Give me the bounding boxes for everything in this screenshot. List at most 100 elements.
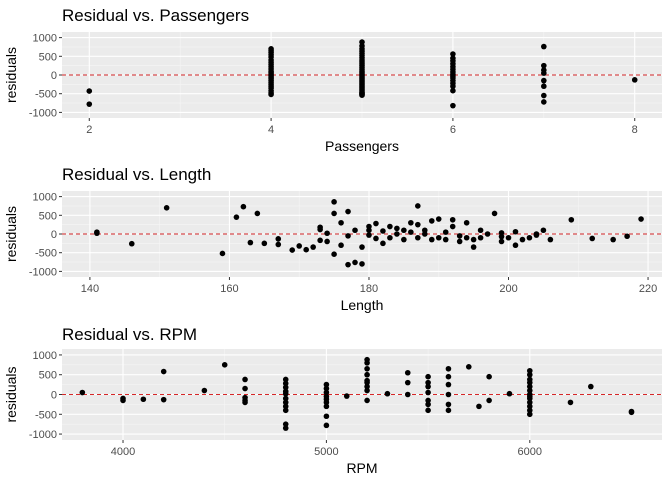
data-point xyxy=(242,399,248,406)
data-point xyxy=(505,234,512,241)
data-point xyxy=(323,399,330,406)
data-point xyxy=(94,230,100,237)
x-axis-title: Passengers xyxy=(325,138,399,154)
data-point xyxy=(506,390,513,397)
data-point xyxy=(435,216,442,222)
data-point xyxy=(323,413,330,420)
data-point xyxy=(526,371,533,378)
data-point xyxy=(401,236,407,243)
x-tick-label: 5000 xyxy=(314,446,338,458)
data-point xyxy=(428,218,435,224)
data-point xyxy=(541,77,547,84)
data-point xyxy=(380,228,386,234)
data-point xyxy=(435,234,442,241)
data-point xyxy=(282,390,289,397)
data-point xyxy=(588,383,594,390)
data-point xyxy=(324,238,330,245)
data-point xyxy=(366,232,372,238)
data-point xyxy=(526,403,533,410)
data-point xyxy=(519,236,526,243)
data-point xyxy=(359,261,365,267)
data-point xyxy=(366,227,372,234)
data-point xyxy=(323,403,330,410)
data-point xyxy=(491,210,498,217)
data-point xyxy=(541,83,547,90)
data-point xyxy=(289,247,296,253)
data-point xyxy=(486,397,492,404)
data-point xyxy=(384,390,391,397)
data-point xyxy=(442,229,449,235)
data-point xyxy=(470,244,477,250)
data-point xyxy=(415,221,421,228)
data-point xyxy=(79,389,86,396)
data-point xyxy=(456,233,463,239)
data-point xyxy=(310,244,316,250)
data-point xyxy=(408,219,414,226)
data-point xyxy=(331,210,337,217)
data-point xyxy=(338,219,344,226)
data-point xyxy=(282,403,289,410)
data-point xyxy=(404,391,411,398)
data-point xyxy=(526,367,533,374)
data-point xyxy=(477,227,484,234)
data-point xyxy=(408,229,414,235)
data-point xyxy=(498,230,505,236)
data-point xyxy=(526,395,533,402)
x-tick-label: 6000 xyxy=(518,446,542,458)
data-point xyxy=(345,233,351,239)
data-point xyxy=(275,236,282,242)
y-tick-label: 500 xyxy=(39,51,57,63)
data-point xyxy=(470,236,477,243)
data-point xyxy=(624,233,630,240)
chart-title: Residual vs. Passengers xyxy=(62,6,249,25)
data-point xyxy=(163,205,170,211)
y-axis-title: residuals xyxy=(3,206,19,262)
data-point xyxy=(610,236,616,243)
data-point xyxy=(449,216,456,223)
y-tick-label: 500 xyxy=(39,370,57,382)
data-point xyxy=(445,365,452,372)
data-point xyxy=(445,381,452,388)
data-point xyxy=(463,234,470,241)
data-point xyxy=(526,411,533,418)
data-point xyxy=(425,401,431,408)
y-tick-label: -500 xyxy=(35,409,57,421)
data-point xyxy=(442,236,449,243)
data-point xyxy=(296,243,303,249)
data-point xyxy=(450,83,456,90)
data-point xyxy=(387,223,393,230)
x-axis-title: Length xyxy=(341,297,384,313)
data-point xyxy=(282,384,289,391)
data-point xyxy=(240,203,247,210)
data-point xyxy=(242,376,248,383)
data-point xyxy=(425,407,431,414)
y-tick-label: -1000 xyxy=(29,429,57,441)
data-point xyxy=(631,77,638,83)
data-point xyxy=(425,389,431,396)
data-point xyxy=(425,379,431,386)
x-axis-title: RPM xyxy=(346,460,377,476)
data-point xyxy=(533,232,540,238)
data-point xyxy=(261,240,268,247)
data-point xyxy=(401,227,407,234)
data-point xyxy=(380,240,386,247)
data-point xyxy=(526,234,533,241)
data-point xyxy=(219,250,226,257)
data-point xyxy=(445,391,452,398)
data-point xyxy=(317,237,323,244)
data-point xyxy=(233,214,240,220)
x-tick-label: 8 xyxy=(632,124,638,136)
data-point xyxy=(345,208,351,215)
data-point xyxy=(486,373,492,380)
chart-panel-1: 1000 500 0 -500 -1000 2 4 6 8 Residual vs. Passen… xyxy=(3,6,662,154)
data-point xyxy=(364,383,370,390)
data-point xyxy=(540,227,547,234)
y-axis-title: residuals xyxy=(3,366,19,422)
x-tick-label: 160 xyxy=(220,283,238,295)
data-point xyxy=(120,397,126,404)
data-point xyxy=(160,396,167,403)
y-tick-label: -500 xyxy=(35,89,57,101)
x-tick-label: 180 xyxy=(360,283,378,295)
y-axis-title: residuals xyxy=(3,47,19,103)
